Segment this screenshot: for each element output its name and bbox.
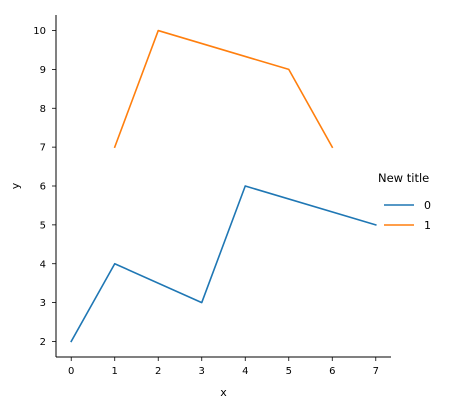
y-tick-label: 2	[40, 337, 46, 348]
y-tick-label: 3	[40, 298, 46, 309]
x-tick-label: 2	[155, 366, 161, 377]
y-axis-label: y	[9, 182, 22, 189]
x-tick-label: 0	[68, 366, 74, 377]
x-tick-label: 4	[242, 366, 248, 377]
series-line-0	[70, 185, 377, 343]
y-tick-label: 7	[40, 143, 46, 154]
x-tick-label: 1	[112, 366, 118, 377]
x-tick-label: 5	[286, 366, 292, 377]
legend: New title 0 1	[378, 171, 431, 232]
y-tick-label: 4	[40, 259, 46, 270]
legend-label-0: 0	[424, 199, 431, 212]
legend-title: New title	[378, 171, 429, 185]
y-tick-label: 10	[33, 26, 46, 37]
x-tick-label: 6	[329, 366, 335, 377]
series-line-1	[113, 29, 334, 149]
y-tick-label: 5	[40, 220, 46, 231]
plot-area	[70, 29, 377, 343]
y-tick-label: 8	[40, 104, 46, 115]
y-tick-label: 9	[40, 65, 46, 76]
x-axis-label: x	[220, 386, 227, 399]
y-tick-label: 6	[40, 182, 46, 193]
axes: 0 1 2 3 4 5 6 7 2 3 4 5 6 7 8 9 10 x y	[9, 15, 391, 399]
x-tick-label: 7	[373, 366, 379, 377]
x-tick-label: 3	[199, 366, 205, 377]
legend-label-1: 1	[424, 219, 431, 232]
